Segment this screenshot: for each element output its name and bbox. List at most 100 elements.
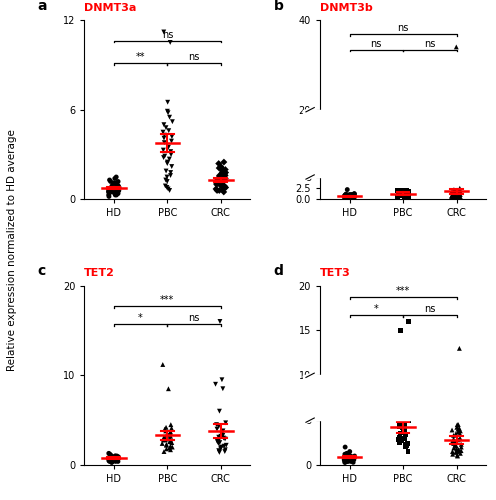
Point [345,193,353,201]
Point [106,450,114,458]
Point [220,158,228,166]
Point [213,425,221,433]
Point [163,445,171,453]
Point [397,192,405,200]
Text: DNMT3b: DNMT3b [320,3,373,13]
Point [341,192,349,200]
Point [342,454,350,462]
Point [165,143,173,151]
Point [166,186,174,194]
Point [165,126,173,134]
Point [111,174,119,182]
Point [113,452,121,460]
Point [394,188,402,196]
Point [167,437,175,445]
Point [108,182,116,190]
Point [160,120,168,128]
Point [342,456,350,464]
Point [452,430,460,438]
Point [219,384,227,392]
Point [163,432,171,440]
Point [342,191,350,199]
Point [221,446,229,454]
Text: d: d [274,264,283,278]
Point [455,188,463,196]
Point [456,434,464,442]
Point [402,402,410,410]
Point [163,184,171,192]
Point [112,454,120,462]
Point [397,188,405,196]
Point [217,173,225,181]
Point [341,453,349,461]
Point [167,150,175,158]
Point [450,186,458,194]
Point [215,160,223,168]
Point [399,190,407,198]
Point [167,432,175,440]
Point [112,179,120,187]
Point [219,185,227,193]
Point [350,190,358,198]
Point [217,173,225,181]
Point [112,454,120,462]
Point [403,189,411,197]
Point [111,180,119,188]
Point [343,454,351,462]
Point [113,456,121,464]
Point [400,194,408,202]
Point [217,445,225,453]
Point [341,192,349,200]
Point [222,419,230,427]
Point [108,458,116,466]
Point [341,443,349,451]
Point [455,190,463,198]
Point [345,194,353,202]
Point [160,131,168,139]
Point [340,456,348,464]
Point [395,189,403,197]
Text: ns: ns [397,23,409,33]
Text: ns: ns [424,38,435,48]
Point [342,456,350,464]
Point [107,454,115,462]
Point [350,453,358,461]
Text: ***: *** [396,286,410,296]
Point [404,318,412,326]
Point [217,182,225,190]
Point [214,440,222,448]
Point [398,418,406,426]
Point [340,192,348,200]
Point [105,456,113,464]
Point [165,384,173,392]
Point [454,425,462,433]
Point [403,191,411,199]
Point [166,444,174,452]
Point [218,430,226,438]
Point [108,185,116,193]
Point [449,435,457,443]
Point [452,442,460,450]
Text: TET2: TET2 [84,268,115,278]
Point [163,173,171,181]
Point [167,428,175,436]
Point [454,192,462,200]
Point [453,191,461,199]
Point [162,442,170,450]
Point [112,186,120,194]
Point [449,450,457,458]
Point [394,187,402,195]
Point [348,194,356,202]
Point [452,188,460,196]
Point [161,425,169,433]
Point [447,192,455,200]
Point [348,456,356,464]
Point [404,417,412,425]
Point [160,448,168,456]
Point [453,451,461,459]
Point [341,456,349,464]
Bar [304,376,496,420]
Point [350,456,358,464]
Point [219,427,227,435]
Point [394,436,402,444]
